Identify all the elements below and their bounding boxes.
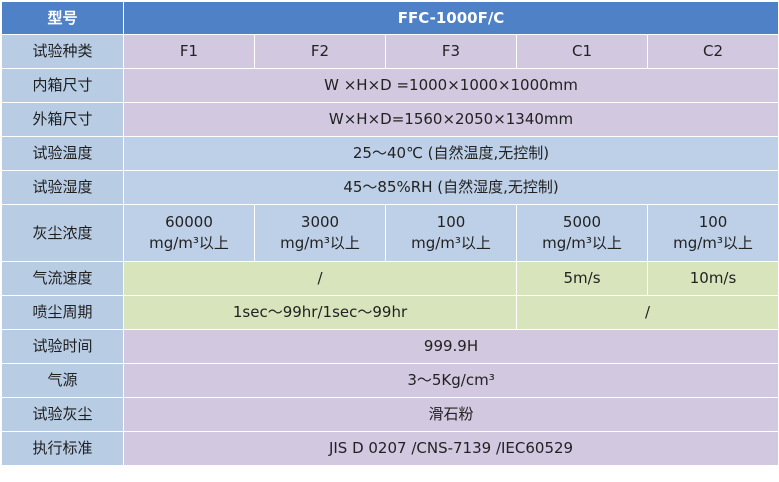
row: 内箱尺寸 W ×H×D =1000×1000×1000mm (1, 68, 779, 103)
cell: 25～40℃ (自然温度,无控制) (122, 136, 779, 171)
row-label: 试验种类 (1, 34, 124, 69)
row-label: 试验湿度 (1, 170, 124, 205)
row-label: 外箱尺寸 (1, 102, 124, 137)
cell: 5000 mg/m³以上 (516, 204, 648, 262)
cell: / (123, 261, 517, 296)
cell: 滑石粉 (122, 397, 779, 432)
row-label: 试验温度 (1, 136, 124, 171)
row-label: 气流速度 (1, 261, 124, 296)
cell: 10m/s (646, 261, 779, 296)
header-row: 型号 FFC-1000F/C (1, 1, 779, 35)
cell: W×H×D=1560×2050×1340mm (122, 102, 779, 137)
row-label: 气源 (1, 363, 124, 398)
row: 试验湿度 45～85%RH (自然湿度,无控制) (1, 170, 779, 205)
row: 试验时间 999.9H (1, 329, 779, 364)
row: 执行标准 JIS D 0207 /CNS-7139 /IEC60529 (1, 431, 779, 466)
cell: 100 mg/m³以上 (385, 204, 517, 262)
row: 试验种类 F1 F2 F3 C1 C2 (1, 34, 779, 69)
cell: F2 (254, 34, 386, 69)
row: 气源 3～5Kg/cm³ (1, 363, 779, 398)
row-label: 内箱尺寸 (1, 68, 124, 103)
cell: C2 (646, 34, 779, 69)
cell: F1 (123, 34, 255, 69)
row: 灰尘浓度 60000 mg/m³以上 3000 mg/m³以上 100 mg/m… (1, 204, 779, 262)
row-label: 试验灰尘 (1, 397, 124, 432)
cell: 5m/s (516, 261, 648, 296)
row-label: 喷尘周期 (1, 295, 124, 330)
cell: 3000 mg/m³以上 (254, 204, 386, 262)
cell: 1sec～99hr/1sec～99hr (123, 295, 517, 330)
cell: 60000 mg/m³以上 (123, 204, 255, 262)
spec-table: 型号 FFC-1000F/C 试验种类 F1 F2 F3 C1 C2 内箱尺寸 … (1, 1, 779, 466)
cell: F3 (385, 34, 517, 69)
cell: 100 mg/m³以上 (646, 204, 779, 262)
row-label: 执行标准 (1, 431, 124, 466)
row-label: 灰尘浓度 (1, 204, 124, 262)
cell: 3～5Kg/cm³ (122, 363, 779, 398)
header-label: 型号 (1, 1, 124, 35)
row: 试验灰尘 滑石粉 (1, 397, 779, 432)
row: 气流速度 / 5m/s 10m/s (1, 261, 779, 296)
row: 喷尘周期 1sec～99hr/1sec～99hr / (1, 295, 779, 330)
cell: / (515, 295, 779, 330)
row: 外箱尺寸 W×H×D=1560×2050×1340mm (1, 102, 779, 137)
cell: C1 (516, 34, 648, 69)
header-model: FFC-1000F/C (122, 1, 779, 35)
row-label: 试验时间 (1, 329, 124, 364)
cell: JIS D 0207 /CNS-7139 /IEC60529 (122, 431, 779, 466)
cell: W ×H×D =1000×1000×1000mm (122, 68, 779, 103)
cell: 999.9H (122, 329, 779, 364)
cell: 45～85%RH (自然湿度,无控制) (122, 170, 779, 205)
row: 试验温度 25～40℃ (自然温度,无控制) (1, 136, 779, 171)
